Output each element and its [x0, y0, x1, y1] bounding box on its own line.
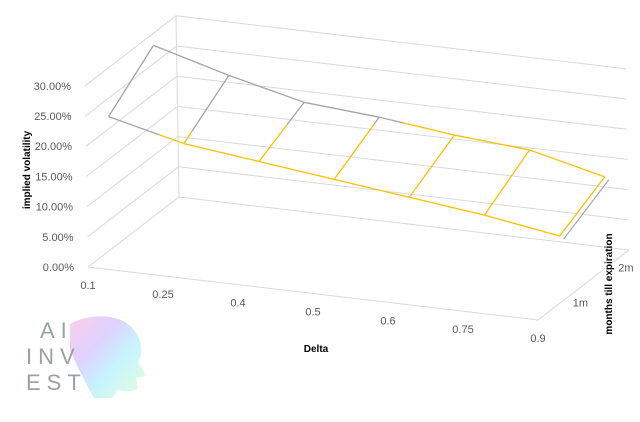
head-profile-icon: [70, 316, 146, 398]
watermark-line-3: EST: [26, 370, 87, 395]
watermark-logo: AI INV EST: [26, 316, 146, 398]
x-tick-label: 0.9: [530, 333, 545, 345]
left-wall-gridline: [86, 136, 179, 207]
z-tick-label: 15.00%: [35, 171, 73, 183]
depth-axis-line: [537, 249, 630, 321]
z-tick-label: 0.00%: [43, 262, 74, 274]
z-axis-title: implied volatility: [22, 130, 33, 209]
surface-end-cap: [563, 179, 610, 240]
y-axis-title: months till expiration: [604, 233, 615, 334]
surface-edge-1m: [333, 178, 410, 198]
tick-labels: 0.00% 5.00% 10.00% 15.00% 20.00% 25.00% 30.00%…: [34, 81, 634, 345]
z-tick-label: 20.00%: [35, 141, 73, 153]
surface-edge-2m: [379, 116, 405, 124]
back-wall-gridline: [178, 196, 630, 251]
surface-edge-2m: [153, 44, 230, 76]
surface-edge-2m: [228, 74, 305, 103]
surface-cross-edge: [183, 130, 193, 144]
gridlines: [84, 15, 630, 268]
back-wall-gridline: [177, 136, 629, 191]
surface-edge-2m: [454, 134, 530, 151]
surface-edge-2m: [529, 149, 605, 178]
surface-cross-edge: [333, 123, 375, 180]
left-wall-gridline: [84, 15, 177, 87]
surface-edge-1m: [258, 160, 335, 180]
x-tick-label: 0.75: [452, 324, 473, 336]
surface-edge-2m: [404, 122, 455, 136]
surface-edge-2m: [303, 101, 380, 118]
x-tick-label: 0.6: [380, 315, 395, 327]
watermark-line-1: AI: [40, 318, 73, 343]
left-wall-gridline: [85, 75, 178, 147]
back-wall-gridline: [178, 166, 629, 221]
x-tick-label: 0.1: [80, 280, 95, 292]
surface-cross-edge: [373, 116, 380, 125]
back-wall-gridline: [176, 45, 627, 100]
z-tick-label: 5.00%: [42, 232, 73, 244]
axis-frame: [87, 15, 630, 321]
x-tick-label: 0.5: [305, 307, 320, 319]
z-tick-label: 30.00%: [34, 81, 72, 93]
left-wall-gridline: [87, 196, 180, 268]
watermark-line-2: INV: [26, 344, 81, 369]
surface-edge-1m: [409, 196, 485, 216]
left-wall-gridline: [87, 166, 179, 238]
back-corner-line: [175, 15, 180, 198]
back-wall-gridline: [177, 105, 628, 160]
surface-cross-edge: [258, 124, 288, 162]
x-tick-label: 0.25: [152, 289, 173, 301]
back-wall-gridline: [176, 75, 628, 130]
left-wall-gridline: [86, 106, 178, 177]
surface-cross-edge: [108, 45, 154, 117]
surface-edge-1m: [484, 214, 560, 237]
surface-cross-edge: [191, 74, 230, 132]
surface-wireframe: [108, 44, 610, 240]
surface-edge-1m: [183, 142, 260, 163]
surface-cross-edge: [408, 134, 455, 198]
surface-edge-1m: [108, 116, 159, 136]
x-axis-title: Delta: [304, 344, 329, 355]
surface-cross-edge: [483, 149, 530, 216]
x-axis-line: [87, 266, 539, 321]
y-tick-label: 1m: [573, 298, 588, 310]
surface-edge-1m: [158, 133, 185, 145]
surface-cross-edge: [286, 101, 305, 125]
back-wall-gridline: [175, 15, 627, 70]
surface-cross-edge: [559, 176, 606, 237]
y-tick-label: 2m: [618, 263, 633, 275]
z-tick-label: 25.00%: [34, 111, 72, 123]
z-tick-label: 10.00%: [36, 202, 74, 214]
x-tick-label: 0.4: [230, 298, 245, 310]
